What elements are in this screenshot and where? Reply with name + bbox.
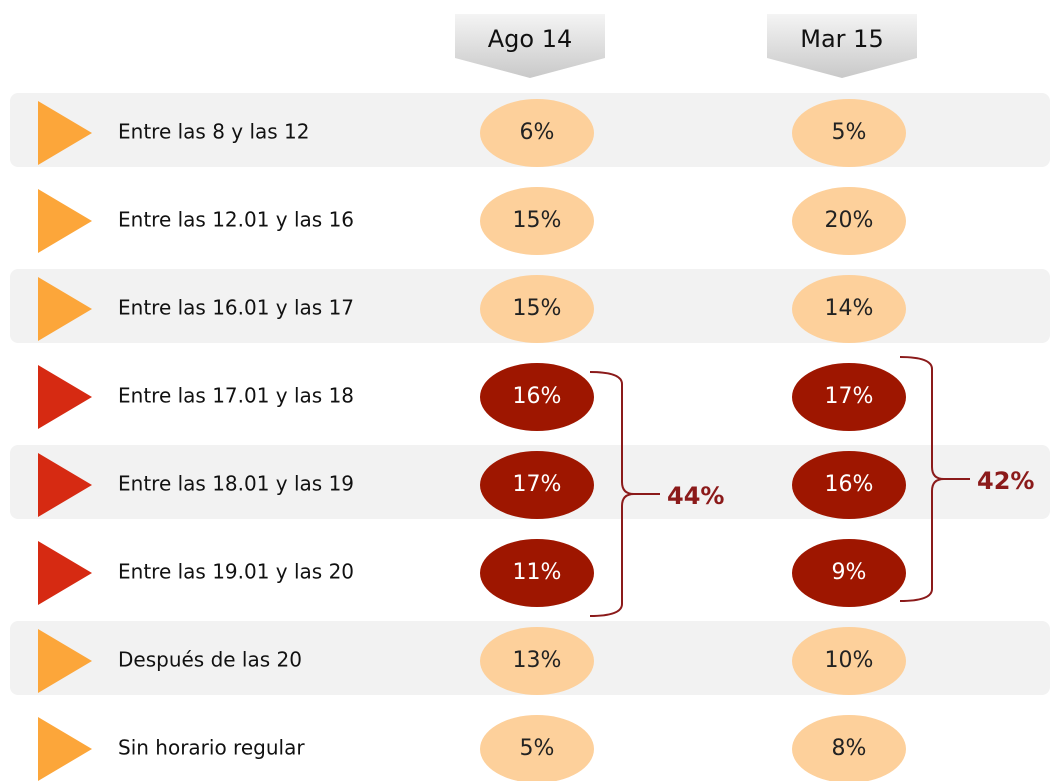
row-label: Entre las 8 y las 12: [118, 120, 310, 144]
value-bubble: [480, 715, 594, 781]
row-label: Sin horario regular: [118, 736, 305, 760]
row-marker: [38, 717, 92, 781]
value-text: 16%: [513, 384, 562, 409]
row-marker: [38, 629, 92, 693]
row-label: Entre las 19.01 y las 20: [118, 560, 354, 584]
value-text: 15%: [513, 296, 562, 321]
column-header: Mar 15: [800, 25, 883, 53]
value-bubble: [480, 275, 594, 343]
value-bubble: [792, 627, 906, 695]
value-text: 11%: [513, 560, 562, 585]
value-bubble: [792, 539, 906, 607]
value-text: 14%: [825, 296, 874, 321]
value-bubble: [792, 275, 906, 343]
bracket: [589, 371, 660, 617]
bracket: [899, 356, 970, 602]
value-bubble: [480, 451, 594, 519]
value-bubble: [792, 451, 906, 519]
header-tab: [767, 14, 917, 78]
value-text: 17%: [513, 472, 562, 497]
row-marker: [38, 277, 92, 341]
value-bubble: [792, 363, 906, 431]
row-label: Después de las 20: [118, 648, 302, 672]
row-marker: [38, 101, 92, 165]
value-text: 8%: [832, 736, 867, 761]
row-marker: [38, 365, 92, 429]
value-text: 13%: [513, 648, 562, 673]
row-marker: [38, 189, 92, 253]
value-bubble: [480, 627, 594, 695]
value-bubble: [480, 187, 594, 255]
value-text: 5%: [520, 736, 555, 761]
value-text: 5%: [832, 120, 867, 145]
value-bubble: [480, 363, 594, 431]
value-text: 15%: [513, 208, 562, 233]
value-bubble: [792, 187, 906, 255]
value-bubble: [792, 715, 906, 781]
value-bubble: [480, 539, 594, 607]
value-text: 10%: [825, 648, 874, 673]
value-text: 16%: [825, 472, 874, 497]
value-text: 6%: [520, 120, 555, 145]
row-marker: [38, 541, 92, 605]
value-text: 17%: [825, 384, 874, 409]
value-bubble: [480, 99, 594, 167]
column-header: Ago 14: [488, 25, 573, 53]
row-label: Entre las 12.01 y las 16: [118, 208, 354, 232]
header-tab: [455, 14, 605, 78]
bracket-total: 42%: [977, 467, 1034, 495]
row-label: Entre las 17.01 y las 18: [118, 384, 354, 408]
row-label: Entre las 16.01 y las 17: [118, 296, 354, 320]
value-bubble: [792, 99, 906, 167]
value-text: 9%: [832, 560, 867, 585]
value-text: 20%: [825, 208, 874, 233]
bracket-total: 44%: [667, 482, 724, 510]
row-marker: [38, 453, 92, 517]
row-label: Entre las 18.01 y las 19: [118, 472, 354, 496]
